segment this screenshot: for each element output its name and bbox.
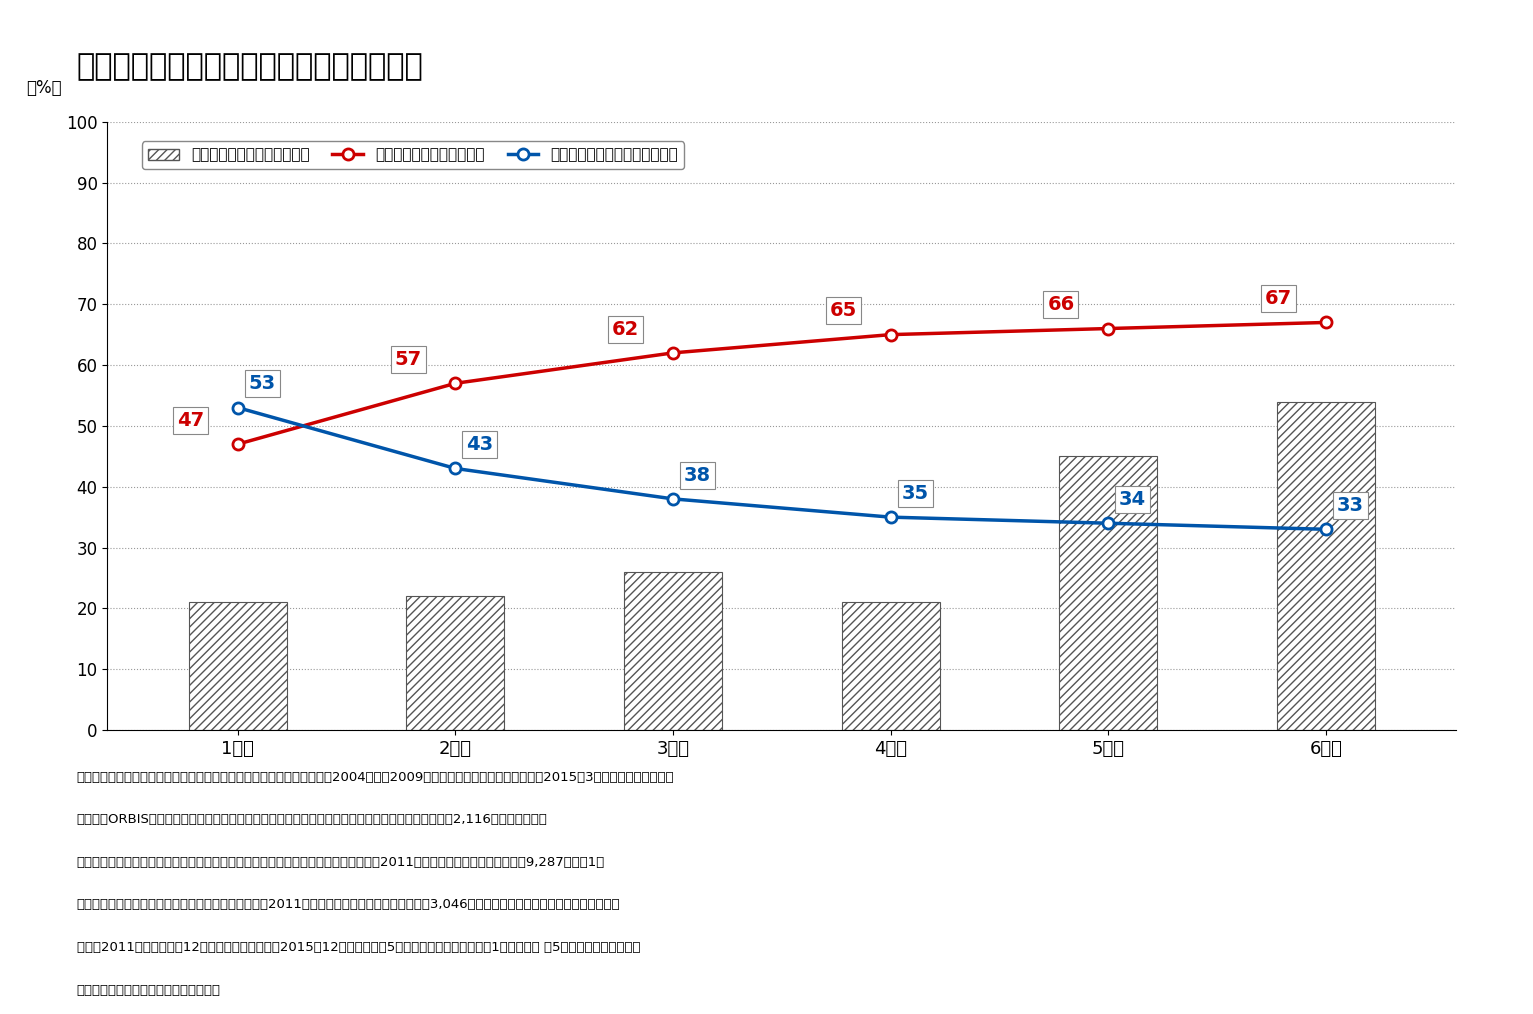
Text: 33: 33 bbox=[1337, 496, 1364, 515]
Text: 47: 47 bbox=[176, 411, 204, 430]
Text: アンケートを実施し、回答のあった企業のうち2011年に開業したことが確認された企業3,046社（不動産賃貸業を除く）が継続調査先。: アンケートを実施し、回答のあった企業のうち2011年に開業したことが確認された企… bbox=[77, 898, 621, 912]
Text: 57: 57 bbox=[394, 350, 422, 369]
Text: 2011年以降、毎年12月末を調査時点とし、2015年12月末時点まで5回のアンケートを実施。第1回調査から 第5回調査まで借入残高を: 2011年以降、毎年12月末を調査時点とし、2015年12月末時点まで5回のアン… bbox=[77, 941, 641, 954]
Text: 62: 62 bbox=[612, 319, 639, 339]
Text: 43: 43 bbox=[466, 435, 494, 454]
Bar bbox=[624, 572, 722, 730]
Text: 66: 66 bbox=[1047, 295, 1075, 314]
Text: 38: 38 bbox=[684, 465, 711, 485]
Bar bbox=[189, 602, 287, 730]
Text: 民間金融機関の借入比率は、日本政策金融公庫国民生活事業の融資を受けて、2011年に開業したと想定される企業9,287社に第1回: 民間金融機関の借入比率は、日本政策金融公庫国民生活事業の融資を受けて、2011年… bbox=[77, 856, 606, 869]
Text: 34: 34 bbox=[1119, 490, 1147, 509]
Text: 「ORBIS」から財務諸表を入手でき、かつ、子会社や関連会社等分析に適さない企業を除いた2,116社が調査対象。: 「ORBIS」から財務諸表を入手でき、かつ、子会社や関連会社等分析に適さない企業… bbox=[77, 813, 547, 826]
Bar bbox=[842, 602, 940, 730]
Legend: 民間金融機関からの借入比率, デット・ファイナンス比率, エクイティ・ファイナンス比率: 民間金融機関からの借入比率, デット・ファイナンス比率, エクイティ・ファイナン… bbox=[143, 142, 684, 168]
Bar bbox=[1059, 456, 1157, 730]
Text: （%）: （%） bbox=[26, 79, 61, 97]
Text: すべて回答した企業を集計対象。: すべて回答した企業を集計対象。 bbox=[77, 984, 221, 997]
Bar bbox=[1277, 402, 1375, 730]
Text: 65: 65 bbox=[829, 301, 857, 320]
Text: 35: 35 bbox=[901, 484, 929, 503]
Text: 53: 53 bbox=[248, 374, 276, 393]
Text: 67: 67 bbox=[1265, 289, 1292, 308]
Text: ［図表１］スタートアップの資金調達手段: ［図表１］スタートアップの資金調達手段 bbox=[77, 52, 423, 81]
Text: （注）デット・ファイナンス比率／エクイティ・ファイナンス比率は、2004年から2009年に設立された日本企業のうち、2015年3月時点でデータベース: （注）デット・ファイナンス比率／エクイティ・ファイナンス比率は、2004年から2… bbox=[77, 771, 675, 784]
Bar bbox=[406, 596, 504, 730]
